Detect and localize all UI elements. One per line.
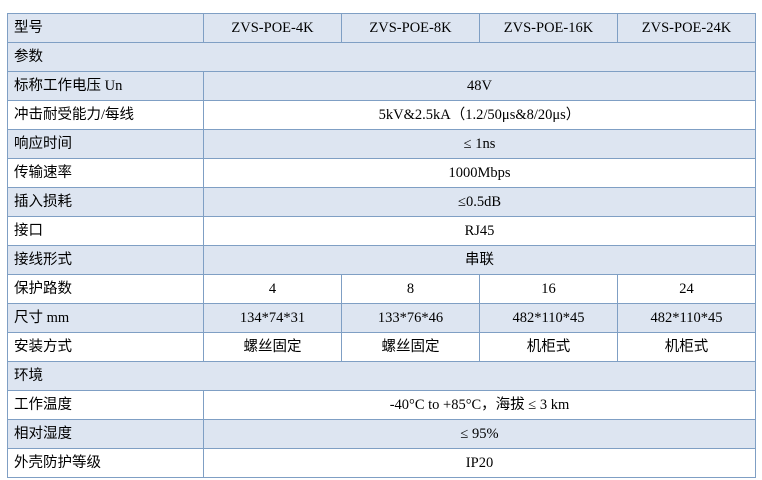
header-model-cell: ZVS-POE-4K (203, 13, 342, 43)
row-value: 482*110*45 (617, 303, 756, 333)
table-row: 冲击耐受能力/每线 5kV&2.5kA（1.2/50μs&8/20μs） (7, 100, 756, 130)
section-title: 环境 (7, 361, 756, 391)
row-label: 工作温度 (7, 390, 204, 420)
header-model-cell: ZVS-POE-8K (341, 13, 480, 43)
row-label: 插入损耗 (7, 187, 204, 217)
header-label-cell: 型号 (7, 13, 204, 43)
row-value: 4 (203, 274, 342, 304)
row-value: 16 (479, 274, 618, 304)
row-value: 8 (341, 274, 480, 304)
section-row-parameters: 参数 (7, 42, 756, 72)
row-label: 外壳防护等级 (7, 448, 204, 478)
header-model-cell: ZVS-POE-16K (479, 13, 618, 43)
section-row-environment: 环境 (7, 361, 756, 391)
table-row: 尺寸 mm 134*74*31 133*76*46 482*110*45 482… (7, 303, 756, 333)
table-row: 安装方式 螺丝固定 螺丝固定 机柜式 机柜式 (7, 332, 756, 362)
row-label: 尺寸 mm (7, 303, 204, 333)
table-row: 工作温度 -40°C to +85°C，海拔 ≤ 3 km (7, 390, 756, 420)
row-label: 相对湿度 (7, 419, 204, 449)
row-label: 响应时间 (7, 129, 204, 159)
row-label: 标称工作电压 Un (7, 71, 204, 101)
specification-table: 型号 ZVS-POE-4K ZVS-POE-8K ZVS-POE-16K ZVS… (7, 13, 756, 478)
row-value: 482*110*45 (479, 303, 618, 333)
table-row: 传输速率 1000Mbps (7, 158, 756, 188)
row-value: 机柜式 (479, 332, 618, 362)
row-value: ≤ 95% (203, 419, 756, 449)
row-label: 传输速率 (7, 158, 204, 188)
row-label: 冲击耐受能力/每线 (7, 100, 204, 130)
row-value: ≤0.5dB (203, 187, 756, 217)
row-value: 134*74*31 (203, 303, 342, 333)
row-label: 保护路数 (7, 274, 204, 304)
table-row: 接线形式 串联 (7, 245, 756, 275)
row-value: 1000Mbps (203, 158, 756, 188)
table-row: 插入损耗 ≤0.5dB (7, 187, 756, 217)
table-row: 响应时间 ≤ 1ns (7, 129, 756, 159)
table-row: 接口 RJ45 (7, 216, 756, 246)
row-value: 133*76*46 (341, 303, 480, 333)
row-value: 螺丝固定 (341, 332, 480, 362)
row-value: 螺丝固定 (203, 332, 342, 362)
table-row: 外壳防护等级 IP20 (7, 448, 756, 478)
row-label: 接口 (7, 216, 204, 246)
row-value: 串联 (203, 245, 756, 275)
row-value: ≤ 1ns (203, 129, 756, 159)
table-row: 保护路数 4 8 16 24 (7, 274, 756, 304)
row-value: IP20 (203, 448, 756, 478)
row-value: 48V (203, 71, 756, 101)
row-value: 24 (617, 274, 756, 304)
section-title: 参数 (7, 42, 756, 72)
table-row: 相对湿度 ≤ 95% (7, 419, 756, 449)
header-model-cell: ZVS-POE-24K (617, 13, 756, 43)
row-value: RJ45 (203, 216, 756, 246)
row-value: -40°C to +85°C，海拔 ≤ 3 km (203, 390, 756, 420)
table-header-row: 型号 ZVS-POE-4K ZVS-POE-8K ZVS-POE-16K ZVS… (7, 13, 756, 43)
table-row: 标称工作电压 Un 48V (7, 71, 756, 101)
row-value: 机柜式 (617, 332, 756, 362)
row-label: 安装方式 (7, 332, 204, 362)
row-value: 5kV&2.5kA（1.2/50μs&8/20μs） (203, 100, 756, 130)
row-label: 接线形式 (7, 245, 204, 275)
